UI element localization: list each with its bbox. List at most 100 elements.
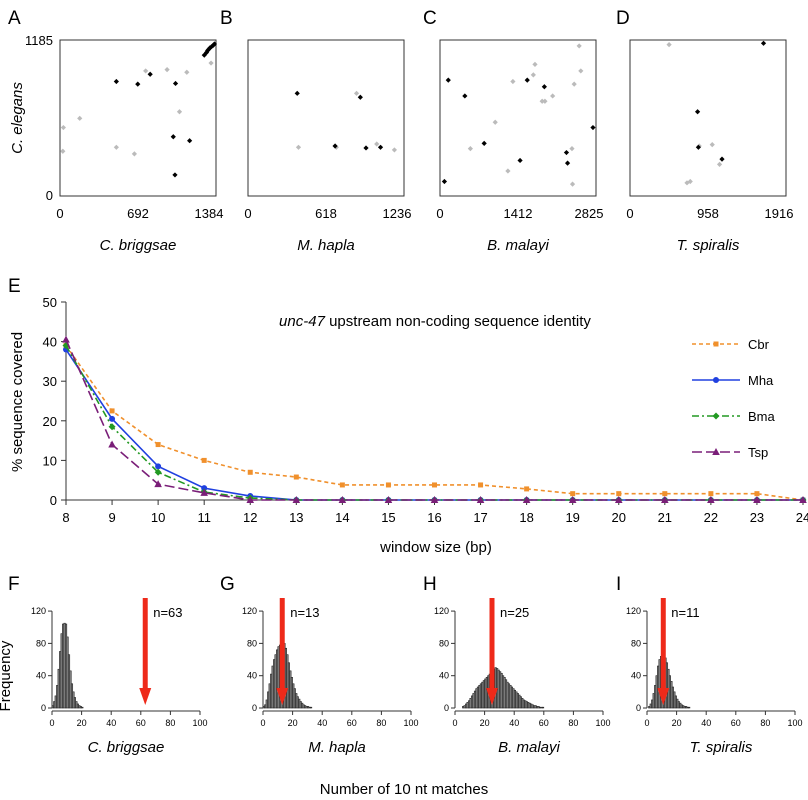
hist-i-ytick-label: 80 (631, 638, 641, 648)
hist-g-xtick-label: 80 (376, 718, 386, 728)
series-point-mha (201, 485, 208, 492)
scatter-b-point (374, 141, 380, 147)
panel-label-d: D (616, 8, 630, 29)
series-point-cbr (524, 486, 530, 492)
hist-f-xtick-label: 40 (106, 718, 116, 728)
hist-i-species-label: T. spiralis (690, 739, 753, 756)
panel-label-f: F (8, 574, 20, 595)
scatter-c-point (510, 78, 516, 85)
scatter-d-point (760, 40, 767, 46)
legend-label-cbr: Cbr (748, 337, 770, 352)
scatter-c-point (505, 168, 511, 174)
scatter-d-xtick: 0 (626, 206, 633, 221)
hist-f-ytick-label: 80 (36, 638, 46, 648)
scatter-c-point (569, 181, 576, 187)
panel-label-e: E (8, 276, 21, 297)
series-point-tsp (753, 496, 761, 503)
series-point-cbr (708, 491, 714, 497)
line-chart-ytick-label: 30 (43, 374, 57, 389)
scatter-c-xtick: 0 (436, 206, 443, 221)
hist-f-xtick-label: 100 (192, 718, 207, 728)
hist-h-ytick-label: 80 (439, 638, 449, 648)
hist-g-ytick-label: 80 (247, 638, 257, 648)
scatter-b-point (357, 94, 363, 100)
scatter-a-ylabel: C. elegans (9, 82, 26, 154)
series-point-mha (155, 463, 162, 470)
series-point-cbr (109, 408, 115, 414)
hist-f-species-label: C. briggsae (88, 739, 165, 756)
line-chart-xtick-label: 12 (243, 510, 257, 525)
series-line-mha (65, 349, 803, 501)
line-chart-xtick-label: 14 (335, 510, 349, 525)
legend-label-bma: Bma (748, 409, 776, 424)
scatter-c-point (492, 119, 498, 125)
hist-i-xtick-label: 40 (701, 718, 711, 728)
histograms-layer: 0 40 80 120 0 20 40 60 80 100 n=63 C. briggsae 0 40 80… (31, 598, 803, 756)
hist-h-ytick-label: 0 (444, 703, 449, 713)
line-chart-ytick-label: 20 (43, 414, 57, 429)
line-chart-xlabel: window size (bp) (379, 539, 492, 556)
scatter-d-point (684, 180, 690, 186)
hist-g-xtick-label: 0 (260, 718, 265, 728)
line-chart-xtick-label: 22 (704, 510, 718, 525)
scatter-a-point (60, 148, 66, 154)
hist-i-arrow-head (657, 688, 670, 705)
hist-g-ytick-label: 40 (247, 671, 257, 681)
line-chart-xtick-label: 23 (750, 510, 764, 525)
legend-label-tsp: Tsp (748, 445, 768, 460)
scatter-b-xlabel: M. hapla (297, 237, 355, 254)
series-point-cbr (201, 457, 207, 463)
hist-h-xtick-label: 80 (568, 718, 578, 728)
scatter-c-point (569, 146, 575, 152)
line-chart-title-rest: upstream non-coding sequence identity (325, 313, 592, 330)
hist-i-ytick-label: 0 (636, 703, 641, 713)
scatter-b-xtick: 618 (315, 206, 337, 221)
scatter-a-point (172, 172, 178, 178)
hist-f-bar (81, 706, 84, 709)
scatter-a-point (113, 144, 119, 150)
scatter-c-point (481, 140, 487, 146)
scatter-a-point (147, 71, 153, 77)
series-point-tsp (108, 440, 116, 448)
scatter-b-point (332, 143, 338, 149)
series-point-cbr (293, 474, 299, 480)
scatter-a-point (77, 115, 83, 121)
hist-i-bar (688, 706, 691, 709)
hist-f-ytick-label: 40 (36, 671, 46, 681)
line-chart-title: unc-47 upstream non-coding sequence iden… (279, 313, 591, 330)
line-chart-xtick-label: 11 (197, 510, 211, 525)
hist-h-bar (542, 706, 545, 709)
hist-i-xtick-label: 20 (672, 718, 682, 728)
scatter-d-point (716, 161, 723, 168)
scatter-b-point (377, 144, 384, 150)
scatter-d-point (709, 142, 715, 148)
hist-h-ytick-label: 120 (434, 606, 449, 616)
scatter-d-point (695, 144, 701, 150)
line-chart-ylabel: % sequence covered (9, 332, 26, 472)
scatter-b-point (295, 144, 302, 150)
scatter-b-xtick: 0 (244, 206, 251, 221)
series-point-tsp (661, 496, 669, 503)
scatter-a-xtick: 1384 (195, 206, 224, 221)
legend-marker-mha (713, 377, 719, 383)
series-point-cbr (247, 469, 253, 475)
scatter-c-point (539, 98, 545, 104)
hist-g-ytick-label: 120 (242, 606, 257, 616)
scatter-c-point (590, 124, 596, 131)
scatter-c-point (441, 178, 448, 185)
line-chart-xtick-label: 24 (796, 510, 808, 525)
scatter-points-layer (60, 40, 767, 187)
scatter-c-point (542, 98, 548, 104)
series-point-tsp (200, 488, 208, 496)
scatter-c-xtick: 1412 (504, 206, 533, 221)
scatter-c-point (532, 61, 538, 67)
scatter-a-frame (59, 39, 217, 197)
series-point-cbr (662, 491, 668, 497)
scatter-a-point (176, 109, 183, 115)
scatter-d-point (694, 109, 701, 115)
series-point-tsp (154, 480, 162, 488)
scatter-c-point (530, 72, 536, 78)
series-point-tsp (799, 496, 807, 503)
scatter-a-point (131, 151, 137, 157)
legend-marker-cbr (713, 341, 719, 347)
